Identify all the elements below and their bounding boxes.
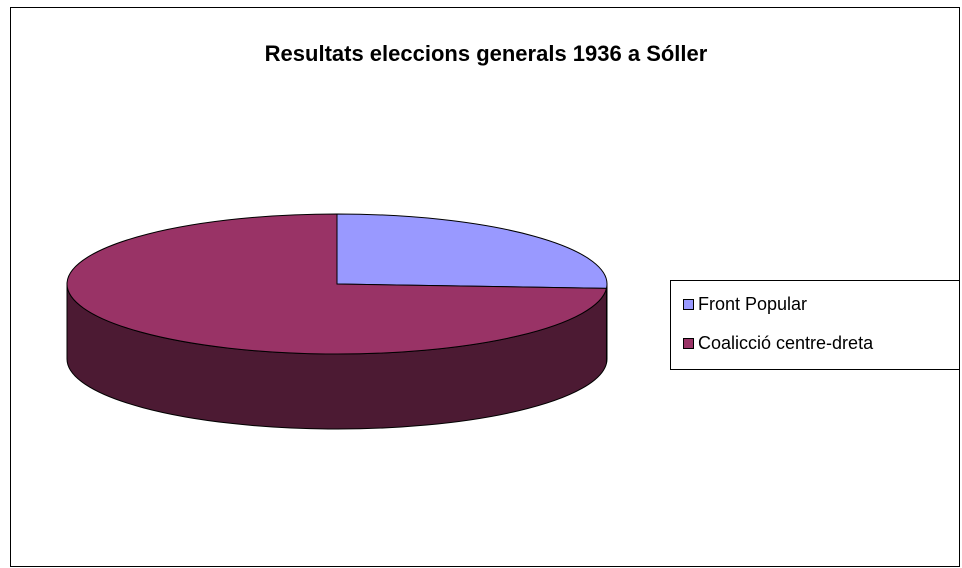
pie-tops (66, 213, 608, 355)
chart-area: Resultats eleccions generals 1936 a Sóll… (10, 7, 960, 567)
legend-item-coalicio-centre-dreta: Coalicció centre-dreta (683, 332, 873, 354)
legend-label-front-popular: Front Popular (698, 293, 808, 314)
pie-slice-1 (66, 213, 608, 355)
pie-plot (66, 213, 608, 430)
legend-item-front-popular: Front Popular (683, 293, 807, 315)
legend-swatch-front-popular (683, 298, 694, 310)
chart-title: Resultats eleccions generals 1936 a Sóll… (264, 41, 708, 66)
legend-swatch-coalicio-centre-dreta (683, 337, 694, 349)
legend: Front Popular Coalicció centre-dreta (670, 280, 960, 370)
pie-slice-0 (336, 213, 608, 289)
legend-label-coalicio-centre-dreta: Coalicció centre-dreta (698, 332, 874, 353)
